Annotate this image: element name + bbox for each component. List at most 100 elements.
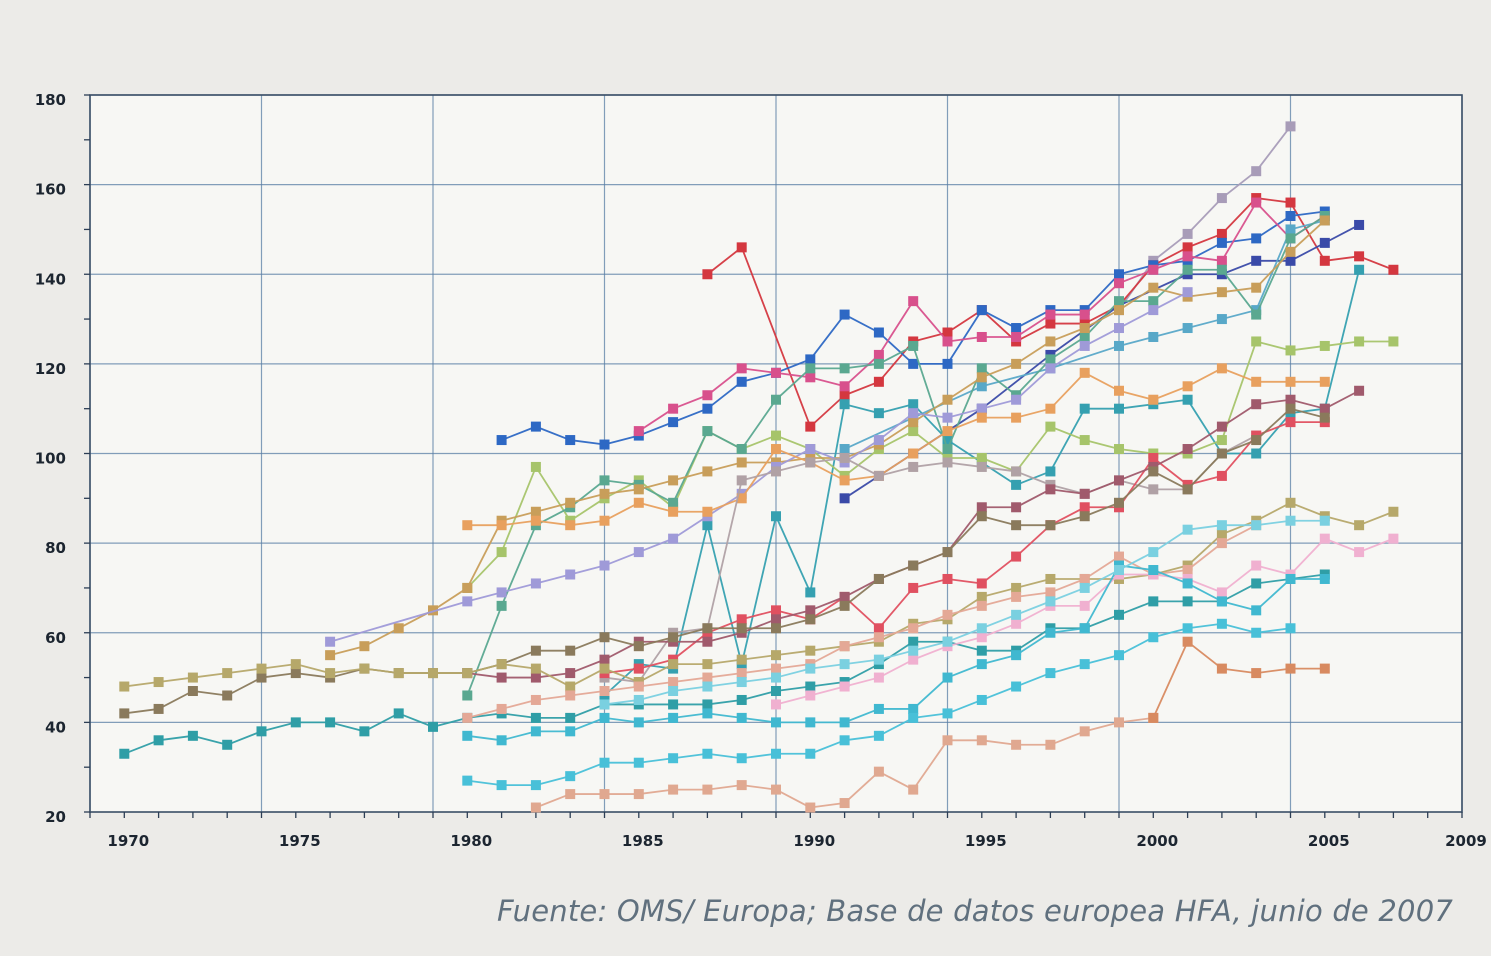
data-point: [1011, 739, 1022, 750]
data-point: [1079, 403, 1090, 414]
data-point: [805, 690, 816, 701]
data-point: [462, 668, 473, 679]
data-point: [702, 426, 713, 437]
data-point: [599, 439, 610, 450]
data-point: [462, 730, 473, 741]
data-point: [1114, 565, 1124, 576]
x-tick-label: 1970: [107, 832, 149, 850]
data-point: [736, 654, 747, 665]
data-point: [805, 681, 816, 692]
data-point: [633, 547, 644, 558]
data-point: [1079, 435, 1090, 446]
data-point: [1285, 197, 1296, 208]
data-point: [873, 654, 884, 665]
data-point: [530, 672, 541, 683]
data-point: [1285, 246, 1296, 257]
data-point: [1045, 573, 1056, 584]
series-line: [124, 501, 1394, 688]
data-point: [805, 802, 816, 813]
data-point: [393, 668, 404, 679]
data-point: [908, 448, 919, 459]
data-point: [530, 726, 541, 737]
data-point: [1114, 340, 1124, 351]
data-point: [1251, 166, 1262, 177]
y-tick-label: 20: [45, 808, 66, 826]
data-point: [1319, 215, 1330, 226]
data-point: [290, 659, 301, 670]
data-point: [839, 641, 850, 652]
data-point: [668, 632, 679, 643]
data-point: [1216, 264, 1227, 275]
data-point: [736, 677, 747, 688]
data-point: [153, 703, 164, 714]
data-point: [1148, 296, 1159, 307]
series: [599, 515, 1330, 710]
data-point: [771, 784, 781, 795]
data-point: [805, 748, 816, 759]
data-point: [393, 623, 404, 634]
data-point: [1045, 421, 1056, 432]
data-point: [839, 798, 850, 809]
data-point: [908, 408, 919, 419]
data-point: [599, 654, 610, 665]
data-point: [1251, 399, 1262, 410]
x-tick-label: 1980: [450, 832, 492, 850]
data-point: [942, 547, 953, 558]
data-point: [222, 668, 233, 679]
data-point: [805, 444, 816, 455]
data-point: [771, 367, 781, 378]
data-point: [1319, 237, 1330, 248]
data-point: [1251, 282, 1262, 293]
series: [462, 520, 1262, 723]
data-point: [633, 497, 644, 508]
data-point: [1011, 618, 1022, 629]
data-point: [839, 399, 850, 410]
series-line: [467, 524, 1257, 719]
data-point: [1285, 255, 1296, 266]
data-point: [702, 390, 713, 401]
data-point: [1011, 394, 1022, 405]
data-point: [530, 515, 541, 526]
data-point: [805, 354, 816, 365]
data-point: [290, 668, 301, 679]
data-point: [1148, 452, 1159, 463]
data-point: [1216, 363, 1227, 374]
data-point: [1182, 323, 1193, 334]
data-point: [736, 475, 747, 486]
data-point: [1114, 296, 1124, 307]
data-point: [187, 730, 198, 741]
data-point: [668, 506, 679, 517]
data-point: [1216, 237, 1227, 248]
data-point: [805, 663, 816, 674]
x-tick-label: 2000: [1136, 832, 1178, 850]
data-point: [873, 623, 884, 634]
y-tick-label: 120: [35, 360, 66, 378]
data-point: [530, 421, 541, 432]
data-point: [1182, 565, 1193, 576]
data-point: [428, 668, 438, 679]
data-point: [942, 735, 953, 746]
data-point: [565, 726, 576, 737]
data-point: [565, 789, 576, 800]
data-point: [496, 780, 507, 791]
data-point: [496, 600, 507, 611]
data-point: [908, 784, 919, 795]
data-point: [668, 699, 679, 710]
data-point: [976, 659, 987, 670]
data-point: [462, 520, 473, 531]
series-line: [604, 519, 1325, 706]
x-tick-label: 1975: [279, 832, 321, 850]
data-point: [633, 484, 644, 495]
data-point: [976, 372, 987, 383]
data-point: [1285, 233, 1296, 244]
y-tick-label: 140: [35, 270, 66, 288]
data-point: [873, 358, 884, 369]
data-point: [1216, 448, 1227, 459]
data-point: [1011, 466, 1022, 477]
data-point: [976, 461, 987, 472]
data-point: [1319, 515, 1330, 526]
data-point: [702, 506, 713, 517]
data-point: [1148, 632, 1159, 643]
data-point: [633, 641, 644, 652]
data-point: [1251, 435, 1262, 446]
